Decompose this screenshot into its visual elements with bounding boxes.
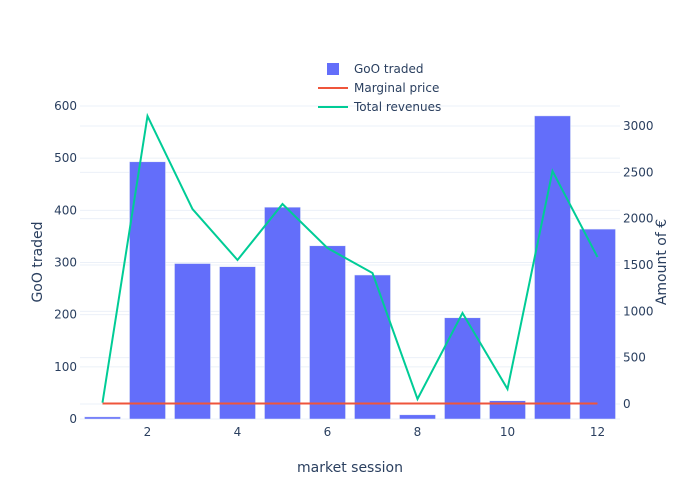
bar (489, 400, 526, 420)
gridlines (80, 105, 620, 420)
legend-label: GoO traded (354, 62, 424, 76)
tick-labels: 0 100 200 300 400 500 600 0 500 1000 1500 2000 2500 3… (54, 99, 653, 439)
x-tick-label: 6 (324, 425, 332, 439)
total-revenues-line (101, 112, 599, 403)
legend-label: Total revenues (353, 100, 441, 114)
right-tick-label: 2000 (623, 212, 654, 226)
x-tick-label: 8 (414, 425, 422, 439)
right-tick-label: 3000 (623, 119, 654, 133)
right-tick-label: 1500 (623, 258, 654, 272)
legend-bar-swatch (327, 63, 339, 75)
legend[interactable]: GoO traded Marginal price Total revenues (318, 62, 441, 114)
bar (534, 115, 571, 420)
bar (309, 245, 346, 420)
x-tick-label: 2 (144, 425, 152, 439)
bar (354, 274, 391, 420)
x-tick-label: 10 (500, 425, 515, 439)
line-series (101, 112, 599, 405)
left-tick-label: 200 (54, 308, 77, 322)
right-axis-title: Amount of € (654, 219, 670, 305)
bar (84, 416, 121, 420)
right-tick-label: 0 (623, 397, 631, 411)
left-axis-title: GoO traded (30, 221, 46, 302)
bar (219, 266, 256, 420)
x-axis-title: market session (297, 460, 403, 476)
right-tick-label: 2500 (623, 165, 654, 179)
bar (174, 263, 211, 420)
legend-label: Marginal price (354, 81, 439, 95)
left-tick-label: 400 (54, 203, 77, 217)
bar (399, 414, 436, 420)
right-tick-label: 500 (623, 351, 646, 365)
x-tick-label: 12 (590, 425, 605, 439)
bar (129, 161, 166, 420)
right-tick-label: 1000 (623, 304, 654, 318)
x-tick-label: 4 (234, 425, 242, 439)
left-tick-label: 300 (54, 256, 77, 270)
left-tick-label: 100 (54, 360, 77, 374)
left-tick-label: 500 (54, 151, 77, 165)
bar-series (84, 115, 616, 420)
bar (579, 228, 616, 420)
left-tick-label: 600 (54, 99, 77, 113)
bar (264, 206, 301, 420)
left-tick-label: 0 (69, 412, 77, 426)
